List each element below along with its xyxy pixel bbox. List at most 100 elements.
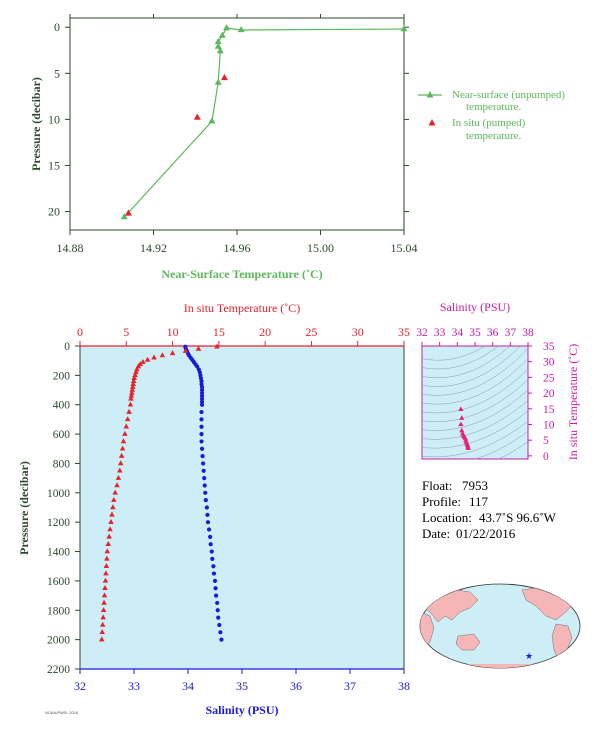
near-surface-y-tick-label: 0 — [54, 20, 60, 34]
near-surface-unpumped-point — [237, 25, 245, 33]
map-south-america — [551, 623, 573, 665]
ts-point — [459, 427, 465, 433]
ts-y-tick-label: 30 — [543, 357, 555, 369]
float-id-value: 7953 — [462, 478, 488, 493]
ts-x-tick-label: 35 — [469, 327, 481, 339]
temperature-point — [111, 496, 117, 502]
salinity-point — [211, 564, 216, 569]
salinity-tick-label: 37 — [344, 679, 356, 693]
near-surface-x-tick-label: 14.88 — [57, 241, 84, 255]
float-id-label: Float: — [422, 478, 453, 493]
near-surface-unpumped-point — [214, 37, 222, 45]
temperature-point — [106, 533, 112, 539]
salinity-point — [204, 505, 209, 510]
salinity-tick-label: 32 — [74, 679, 86, 693]
profile-y-tick-label: 1400 — [47, 547, 70, 559]
ts-y-tick-label: 15 — [543, 404, 555, 416]
temperature-point — [151, 354, 157, 360]
salinity-point — [206, 527, 212, 532]
temperature-axis-label: In situ Temperature (˚C) — [184, 301, 301, 315]
temperature-point — [195, 345, 202, 351]
temperature-point — [112, 489, 118, 495]
salinity-axis-label: Salinity (PSU) — [205, 703, 278, 717]
temperature-point — [128, 392, 135, 398]
in-situ-pumped-point — [193, 113, 201, 120]
near-surface-x-tick-label: 15.00 — [307, 241, 334, 255]
temperature-point — [129, 383, 136, 389]
temperature-point — [117, 460, 124, 466]
density-contour — [422, 410, 528, 449]
temperature-tick-label: 5 — [123, 325, 129, 339]
temperature-tick-label: 0 — [77, 325, 83, 339]
salinity-point — [205, 520, 211, 525]
salinity-point — [199, 439, 204, 444]
temperature-point — [98, 636, 105, 642]
temperature-point — [117, 467, 123, 473]
near-surface-unpumped-point — [120, 213, 128, 220]
near-surface-legend: Near-surface (unpumped) temperature. In … — [418, 89, 565, 142]
density-contour — [422, 346, 511, 378]
density-contour — [422, 389, 528, 431]
profile-y-tick-label: 400 — [53, 400, 71, 412]
temperature-point — [119, 445, 126, 451]
salinity-point — [199, 431, 204, 437]
near-surface-unpumped-point — [223, 24, 231, 31]
temperature-point — [101, 599, 107, 605]
temperature-point — [134, 366, 140, 372]
near-surface-unpumped-point — [218, 31, 226, 38]
density-contour — [422, 379, 528, 422]
salinity-point — [203, 490, 208, 495]
ts-point — [458, 406, 464, 412]
legend-label-pumped-2: temperature. — [466, 130, 522, 142]
ts-x-tick-label: 33 — [434, 327, 446, 339]
temperature-point — [104, 548, 111, 554]
salinity-point — [217, 622, 222, 628]
salinity-tick-label: 38 — [398, 679, 410, 693]
temperature-point — [99, 621, 106, 627]
salinity-tick-label: 33 — [128, 679, 140, 693]
near-surface-y-tick-label: 15 — [48, 158, 60, 172]
ts-x-tick-label: 38 — [522, 327, 534, 339]
salinity-point — [219, 637, 224, 642]
profile-y-axis-label: Pressure (decibar) — [17, 461, 31, 555]
temperature-point — [99, 629, 106, 635]
temperature-tick-label: 30 — [352, 325, 364, 339]
salinity-point — [202, 483, 207, 488]
profile-y-tick-label: 800 — [53, 458, 71, 470]
salinity-tick-label: 34 — [182, 679, 194, 693]
ts-point — [463, 437, 469, 442]
temperature-point — [131, 375, 137, 381]
density-contour — [422, 346, 499, 370]
temperature-point — [182, 347, 189, 353]
temperature-point — [101, 592, 108, 598]
temperature-point — [129, 389, 135, 395]
salinity-point — [199, 417, 204, 422]
salinity-point — [199, 424, 204, 429]
ts-y-tick-label: 25 — [543, 372, 555, 384]
temperature-point — [144, 356, 151, 362]
salinity-point — [210, 556, 215, 561]
ts-x-tick-label: 37 — [505, 327, 517, 339]
salinity-point — [208, 534, 213, 539]
salinity-point — [208, 542, 213, 547]
temperature-point — [100, 607, 107, 613]
temperature-point — [103, 570, 109, 576]
float-info: Float: 7953 Profile: 117 Location: 43.7˚S 9… — [422, 478, 556, 542]
temperature-point — [133, 369, 139, 375]
density-contour — [498, 441, 528, 459]
salinity-point — [199, 390, 205, 396]
profile-y-tick-label: 1800 — [47, 605, 70, 617]
temperature-point — [129, 386, 136, 392]
ts-plot-area — [421, 345, 529, 460]
legend-marker-unpumped — [426, 91, 434, 98]
credit-text: NOAA/PMEL 2016 — [45, 710, 79, 715]
density-contour — [422, 348, 528, 396]
temperature-point — [123, 423, 130, 429]
temperature-point — [120, 438, 127, 444]
salinity-point — [199, 402, 205, 407]
temperature-point — [122, 430, 128, 436]
profile-y-tick-label: 1000 — [47, 488, 70, 500]
density-contour — [422, 346, 486, 361]
salinity-point — [201, 468, 206, 473]
near-surface-x-axis-label: Near-Surface Temperature (˚C) — [161, 267, 322, 281]
